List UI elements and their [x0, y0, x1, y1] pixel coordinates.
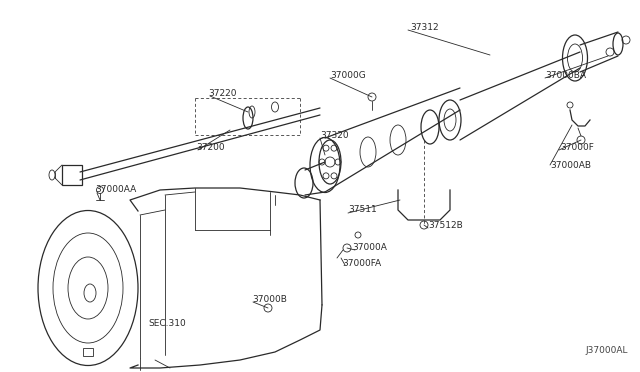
- Bar: [62, 165, 82, 185]
- Text: SEC.310: SEC.310: [148, 318, 186, 327]
- Text: 37312: 37312: [410, 23, 438, 32]
- Text: 37000F: 37000F: [560, 144, 594, 153]
- Text: 37320: 37320: [320, 131, 349, 140]
- Text: 37200: 37200: [196, 144, 225, 153]
- Text: 37000AA: 37000AA: [95, 186, 136, 195]
- Text: J37000AL: J37000AL: [586, 346, 628, 355]
- Text: 37000AB: 37000AB: [550, 160, 591, 170]
- Bar: [83, 348, 93, 356]
- Text: 37511: 37511: [348, 205, 377, 215]
- Text: 37512B: 37512B: [428, 221, 463, 230]
- Text: 37000G: 37000G: [330, 71, 365, 80]
- Text: 37000BA: 37000BA: [545, 71, 586, 80]
- Text: 37000FA: 37000FA: [342, 259, 381, 267]
- Text: 37000A: 37000A: [352, 244, 387, 253]
- Text: 37000B: 37000B: [252, 295, 287, 305]
- Text: 37220: 37220: [208, 89, 237, 97]
